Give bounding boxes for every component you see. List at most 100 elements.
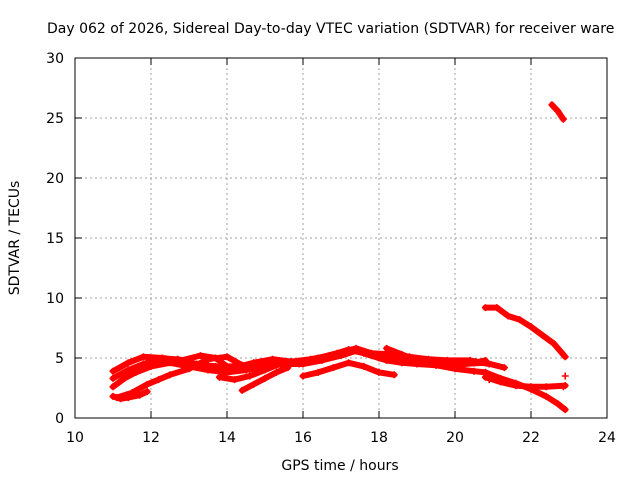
data-point: [109, 374, 117, 382]
data-point: [314, 354, 322, 362]
data-point: [272, 368, 280, 376]
data-point: [561, 372, 569, 380]
data-point: [155, 376, 163, 384]
data-point: [500, 364, 508, 372]
data-point: [554, 400, 562, 408]
x-tick-label: 20: [446, 430, 464, 446]
data-point: [139, 353, 147, 361]
data-point: [204, 355, 212, 363]
data-point: [352, 344, 360, 352]
data-point: [250, 380, 258, 388]
data-point: [345, 359, 353, 367]
series-track: [482, 304, 569, 360]
data-point: [550, 340, 558, 348]
data-point: [485, 360, 493, 368]
data-point: [196, 352, 204, 360]
data-point: [177, 356, 185, 364]
x-tick-label: 10: [66, 430, 84, 446]
x-tick-label: 12: [142, 430, 160, 446]
data-point: [223, 362, 231, 370]
data-point: [398, 350, 406, 358]
data-point: [512, 379, 520, 387]
data-point: [516, 316, 524, 324]
data-point: [466, 356, 474, 364]
data-point: [470, 367, 478, 375]
data-point: [542, 383, 550, 391]
data-point: [527, 323, 535, 331]
data-point: [117, 395, 125, 403]
data-point: [238, 386, 246, 394]
data-point: [295, 360, 303, 368]
y-tick-label: 0: [55, 411, 64, 427]
data-point: [276, 358, 284, 366]
data-point: [238, 361, 246, 369]
data-point: [124, 394, 132, 402]
data-point: [314, 368, 322, 376]
data-point: [333, 349, 341, 357]
data-point: [329, 364, 337, 372]
data-point: [360, 362, 368, 370]
y-tick-label: 5: [55, 351, 64, 367]
x-tick-label: 22: [522, 430, 540, 446]
data-point: [375, 368, 383, 376]
y-tick-label: 30: [46, 51, 64, 67]
tick-layer: 10 12 14 16 18 20 22 24 0 5 10 15 20 25 30: [46, 51, 616, 446]
data-point: [383, 344, 391, 352]
data-point: [124, 366, 132, 374]
data-point: [485, 376, 493, 384]
data-point: [109, 383, 117, 391]
data-point: [143, 380, 151, 388]
data-point: [215, 373, 223, 381]
data-point: [538, 331, 546, 339]
data-point: [554, 107, 562, 115]
data-point: [124, 359, 132, 367]
data-point: [284, 364, 292, 372]
data-point: [261, 374, 269, 382]
data-point: [257, 359, 265, 367]
data-point: [451, 365, 459, 373]
x-tick-label: 18: [370, 430, 388, 446]
data-point: [561, 353, 569, 361]
x-tick-label: 24: [598, 430, 616, 446]
data-point: [481, 368, 489, 376]
data-point: [561, 406, 569, 414]
data-point: [212, 362, 220, 370]
data-point: [548, 101, 556, 109]
y-tick-label: 25: [46, 111, 64, 127]
y-axis-label: SDTVAR / TECUs: [7, 181, 23, 296]
data-point: [120, 374, 128, 382]
data-point: [542, 392, 550, 400]
data-point: [559, 383, 567, 391]
x-axis-label: GPS time / hours: [281, 458, 398, 474]
data-point: [261, 366, 269, 374]
data-point: [231, 376, 239, 384]
data-point: [481, 304, 489, 312]
data-point: [493, 304, 501, 312]
data-point: [559, 115, 567, 123]
data-point: [136, 391, 144, 399]
data-point: [109, 367, 117, 375]
data-point: [504, 312, 512, 320]
data-point: [390, 371, 398, 379]
data-point: [158, 354, 166, 362]
x-tick-label: 16: [294, 430, 312, 446]
data-point: [432, 361, 440, 369]
data-point: [223, 353, 231, 361]
data-point: [185, 365, 193, 373]
data-point: [299, 372, 307, 380]
data-point: [166, 371, 174, 379]
y-tick-label: 15: [46, 231, 64, 247]
data-point: [246, 372, 254, 380]
data-layer: [109, 101, 569, 414]
data-point: [527, 385, 535, 393]
data-point: [497, 374, 505, 382]
chart-title: Day 062 of 2026, Sidereal Day-to-day VTE…: [47, 21, 614, 37]
data-point: [367, 349, 375, 357]
y-tick-label: 10: [46, 291, 64, 307]
data-point: [109, 392, 117, 400]
data-point: [443, 356, 451, 364]
data-point: [143, 388, 151, 396]
y-tick-label: 20: [46, 171, 64, 187]
